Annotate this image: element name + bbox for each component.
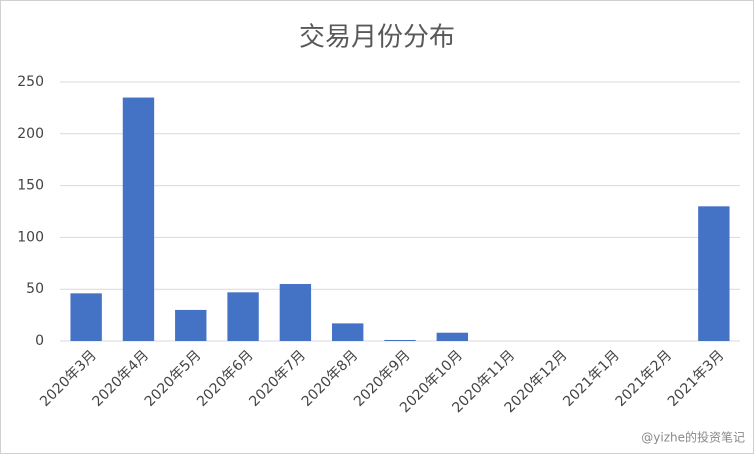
watermark: @yizhe的投资笔记 [641, 430, 745, 445]
bar [279, 284, 312, 341]
bar [698, 206, 730, 341]
bar [70, 293, 102, 341]
bar [436, 332, 468, 341]
y-tick-label: 200 [17, 126, 44, 142]
bar [122, 97, 155, 341]
bar [332, 323, 364, 341]
bar [384, 339, 416, 341]
y-tick-label: 100 [17, 229, 44, 245]
y-tick-label: 150 [17, 178, 44, 194]
bar [175, 309, 207, 341]
y-tick-label: 50 [26, 281, 44, 297]
chart-title: 交易月份分布 [299, 23, 455, 53]
y-tick-label: 250 [17, 74, 44, 90]
y-tick-label: 0 [35, 333, 44, 349]
bar [227, 292, 259, 341]
